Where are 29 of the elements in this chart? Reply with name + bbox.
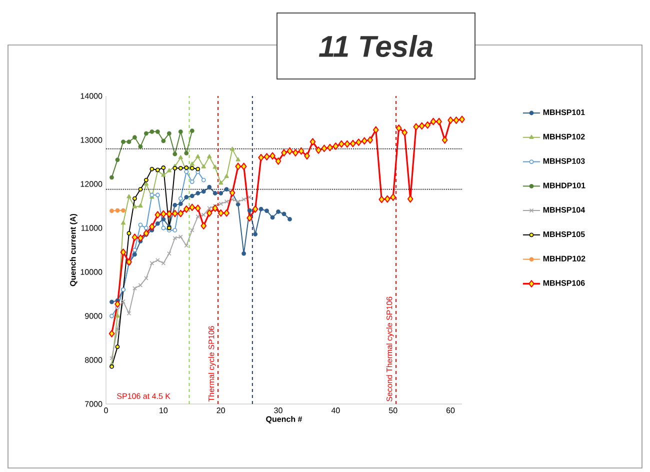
- legend-label: MBHSP104: [543, 207, 586, 213]
- x-tick-label: 60: [446, 408, 455, 414]
- x-tick-label: 10: [160, 408, 168, 414]
- legend-label: MBHSP105: [543, 231, 585, 238]
- ref-line-label: Thermal cycle SP106: [208, 326, 216, 402]
- x-tick-label: 40: [331, 408, 340, 414]
- y-tick-label: 12000: [80, 181, 102, 187]
- y-tick-label: 10000: [80, 269, 102, 275]
- legend-label: MBHSP106: [543, 280, 585, 286]
- x-tick-label: 0: [104, 408, 108, 414]
- chart-title: 11 Tesla: [318, 34, 433, 58]
- ref-line-label: Second Thermal cycle SP106: [386, 296, 394, 402]
- legend-label: MBHSP102: [543, 134, 585, 140]
- y-tick-label: 7000: [85, 401, 102, 407]
- y-tick-label: 8000: [85, 357, 102, 363]
- legend-label: MBHDP102: [543, 256, 586, 262]
- x-tick-label: 20: [216, 408, 225, 414]
- legend-label: MBHSP101: [543, 109, 585, 116]
- y-tick-label: 13000: [80, 137, 102, 143]
- x-tick-label: 50: [388, 408, 398, 414]
- x-axis-title: Quench #: [266, 416, 302, 424]
- y-tick-label: 14000: [80, 93, 102, 99]
- y-tick-label: 9000: [85, 313, 102, 319]
- annotation: SP106 at 4.5 K: [117, 393, 170, 399]
- x-tick-label: 30: [274, 408, 282, 414]
- y-axis-title: Quench current (A): [70, 214, 78, 286]
- y-tick-label: 11000: [81, 225, 102, 231]
- legend-label: MBHDP101: [543, 182, 586, 188]
- legend-label: MBHSP103: [543, 158, 585, 164]
